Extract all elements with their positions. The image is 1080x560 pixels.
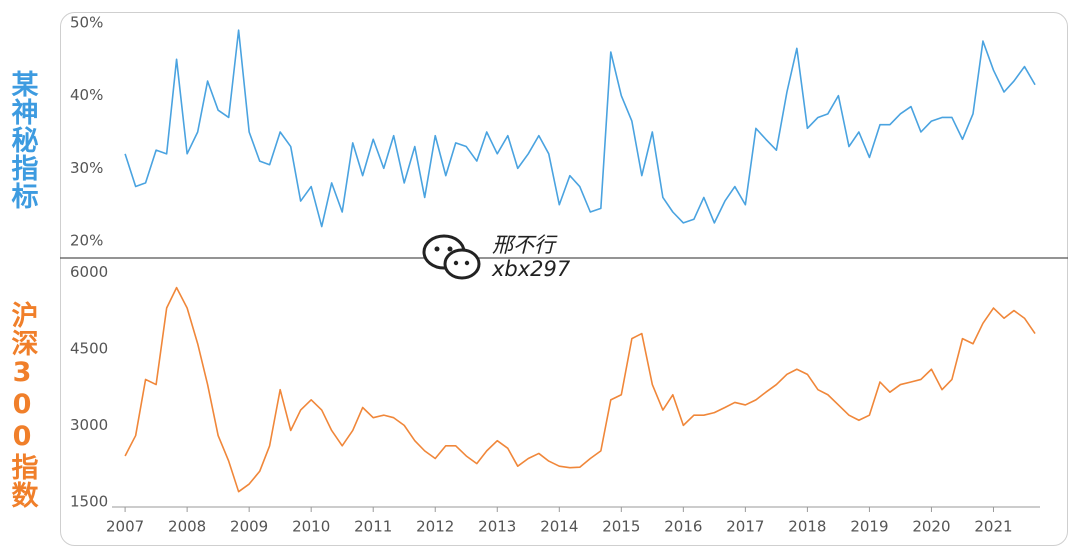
watermark-name: 邢不行 — [492, 233, 555, 257]
x-tick-label: 2016 — [664, 518, 702, 536]
x-tick-label: 2012 — [416, 518, 454, 536]
card-border — [60, 12, 1068, 546]
y-axis-label: 沪深300指数 — [6, 301, 38, 509]
y-tick-label: 30% — [70, 159, 103, 177]
y-axis-label: 某神秘指标 — [6, 70, 38, 210]
x-tick-label: 2013 — [478, 518, 516, 536]
x-tick-label: 2019 — [850, 518, 888, 536]
data-line — [124, 29, 1036, 228]
y-tick-label: 6000 — [70, 263, 108, 281]
x-tick-label: 2014 — [540, 518, 578, 536]
x-tick-label: 2010 — [292, 518, 330, 536]
x-tick-label: 2021 — [974, 518, 1012, 536]
wechat-icon — [422, 234, 481, 280]
x-tick-label: 2007 — [106, 518, 144, 536]
y-tick-label: 4500 — [70, 339, 108, 357]
y-tick-label: 40% — [70, 86, 103, 104]
data-line — [124, 286, 1036, 493]
y-tick-label: 1500 — [70, 492, 108, 510]
x-tick-label: 2008 — [168, 518, 206, 536]
x-tick-label: 2018 — [788, 518, 826, 536]
y-tick-label: 3000 — [70, 416, 108, 434]
x-tick-label: 2015 — [602, 518, 640, 536]
x-tick-label: 2009 — [230, 518, 268, 536]
y-tick-label: 20% — [70, 232, 103, 250]
y-tick-label: 50% — [70, 13, 103, 31]
x-tick-label: 2011 — [354, 518, 392, 536]
watermark-id: xbx297 — [492, 257, 571, 281]
x-tick-label: 2020 — [912, 518, 950, 536]
watermark: 邢不行 xbx297 — [420, 232, 570, 282]
x-tick-label: 2017 — [726, 518, 764, 536]
